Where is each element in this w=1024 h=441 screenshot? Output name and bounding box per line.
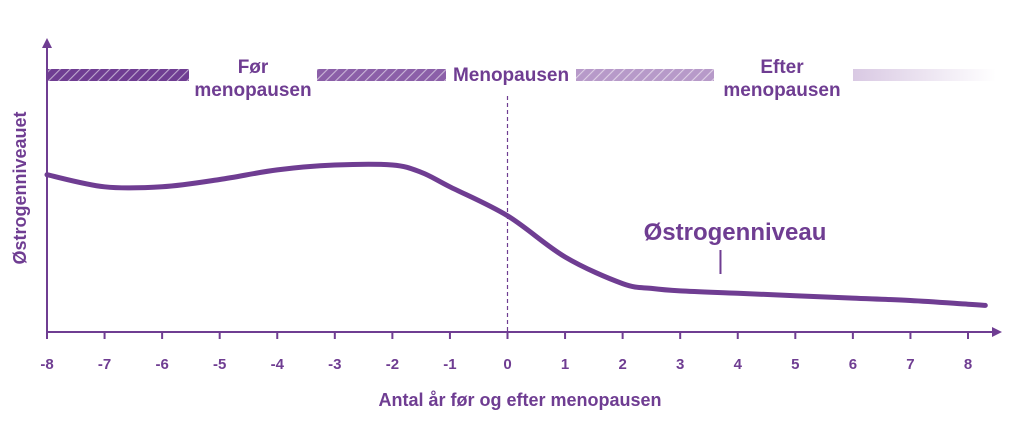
phase-band-menopause [317,69,446,81]
phase-label-after-line2: menopausen [723,80,840,101]
phase-band-fade [853,69,996,81]
phase-label-menopause: Menopausen [453,65,569,86]
phase-label-after-line1: Efter [760,57,804,78]
x-tick-label-7: -1 [443,356,456,373]
y-axis-label: Østrogenniveauet [10,111,30,264]
x-tick-label-8: 0 [503,356,511,373]
x-tick-labels: -8 -7 -6 -5 -4 -3 -2 -1 0 1 2 3 4 5 6 7 8 [40,356,972,373]
phase-bands [47,69,996,81]
x-tick-label-14: 6 [849,356,857,373]
x-tick-label-12: 4 [734,356,743,373]
x-ticks [46,332,969,339]
x-tick-label-16: 8 [964,356,972,373]
annotation: Østrogenniveau [644,219,827,274]
estrogen-level-line [44,161,988,308]
annotation-label: Østrogenniveau [644,219,827,246]
x-tick-label-0: -8 [40,356,53,373]
x-tick-label-9: 1 [561,356,569,373]
x-tick-label-3: -5 [213,356,226,373]
x-tick-label-2: -6 [155,356,168,373]
x-tick-label-13: 5 [791,356,799,373]
x-tick-label-15: 7 [906,356,914,373]
x-axis-arrow-icon [992,327,1002,337]
phase-label-before-line2: menopausen [194,80,311,101]
phase-labels: Før menopausen Menopausen Efter menopaus… [194,57,840,101]
phase-band-after [576,69,714,81]
x-tick-label-10: 2 [618,356,626,373]
phase-band-before [47,69,189,81]
x-tick-label-11: 3 [676,356,684,373]
x-tick-label-5: -3 [328,356,341,373]
x-tick-label-6: -2 [386,356,399,373]
axes: -8 -7 -6 -5 -4 -3 -2 -1 0 1 2 3 4 5 6 7 8 [40,38,1002,373]
x-tick-label-4: -4 [271,356,285,373]
x-axis-label: Antal år før og efter menopausen [378,390,661,410]
y-axis-arrow-icon [42,38,52,48]
phase-label-before-line1: Før [238,57,269,78]
x-tick-label-1: -7 [98,356,111,373]
